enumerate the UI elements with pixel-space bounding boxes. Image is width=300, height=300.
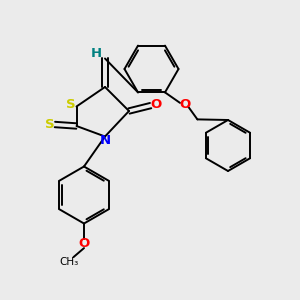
Text: N: N — [99, 134, 111, 147]
Text: S: S — [45, 118, 54, 131]
Text: S: S — [66, 98, 76, 112]
Text: O: O — [179, 98, 190, 112]
Text: H: H — [90, 46, 102, 60]
Text: CH₃: CH₃ — [59, 257, 79, 267]
Text: O: O — [150, 98, 161, 111]
Text: O: O — [78, 237, 90, 250]
